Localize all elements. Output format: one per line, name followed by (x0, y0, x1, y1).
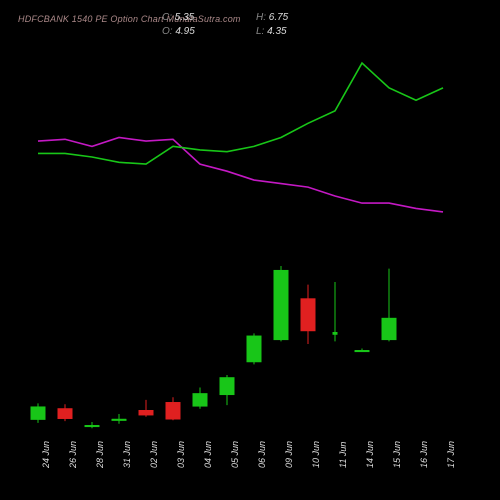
x-axis-label: 11 Jun (338, 442, 348, 468)
x-axis-label: 06 Jun (257, 441, 267, 468)
candle-body (193, 394, 207, 406)
candle-body (301, 299, 315, 331)
x-axis-label: 10 Jun (311, 441, 321, 468)
x-axis-label: 09 Jun (284, 441, 294, 468)
x-axis-label: 15 Jun (392, 441, 402, 468)
x-axis-label: 03 Jun (176, 441, 186, 468)
ohlc-high: H: 6.75 (256, 12, 288, 23)
plot-area (18, 40, 472, 430)
ohlc-open: O: 4.95 (162, 26, 195, 37)
candle-body (166, 403, 180, 419)
ohlc-high-value: 6.75 (269, 12, 288, 23)
candle-body (139, 411, 153, 415)
candle-body (58, 409, 72, 419)
ohlc-close-value: 5.35 (175, 12, 194, 23)
candle-body (333, 333, 337, 335)
x-axis-label: 28 Jun (95, 441, 105, 468)
x-axis-label: 31 Jun (122, 441, 132, 468)
x-axis-label: 26 Jun (68, 441, 78, 468)
ohlc-open-value: 4.95 (175, 26, 194, 37)
x-axis-label: 02 Jun (149, 441, 159, 468)
candle-body (274, 270, 288, 339)
ohlc-close: C: 5.35 (162, 12, 194, 23)
x-axis-label: 04 Jun (203, 441, 213, 468)
ohlc-open-label: O: (162, 26, 173, 37)
chart-container: { "header": { "title": "HDFCBANK 1540 PE… (0, 0, 500, 500)
x-axis-label: 05 Jun (230, 441, 240, 468)
ohlc-low-label: L: (256, 26, 264, 37)
candle-body (382, 318, 396, 339)
candle-body (31, 407, 45, 419)
ohlc-low: L: 4.35 (256, 26, 287, 37)
x-axis-label: 16 Jun (419, 441, 429, 468)
ohlc-high-label: H: (256, 12, 266, 23)
ohlc-close-label: C: (162, 12, 172, 23)
x-axis-label: 17 Jun (446, 441, 456, 468)
candle-body (220, 378, 234, 395)
x-axis-label: 14 Jun (365, 441, 375, 468)
chart-title: HDFCBANK 1540 PE Option Chart MunafaSutr… (18, 14, 241, 24)
indicator-line-2 (38, 63, 443, 164)
x-axis-label: 24 Jun (41, 441, 51, 468)
x-axis-labels: 24 Jun 26 Jun 28 Jun 31 Jun 02 Jun 03 Jun 04 J… (18, 430, 472, 490)
candle-body (247, 336, 261, 362)
ohlc-low-value: 4.35 (267, 26, 286, 37)
